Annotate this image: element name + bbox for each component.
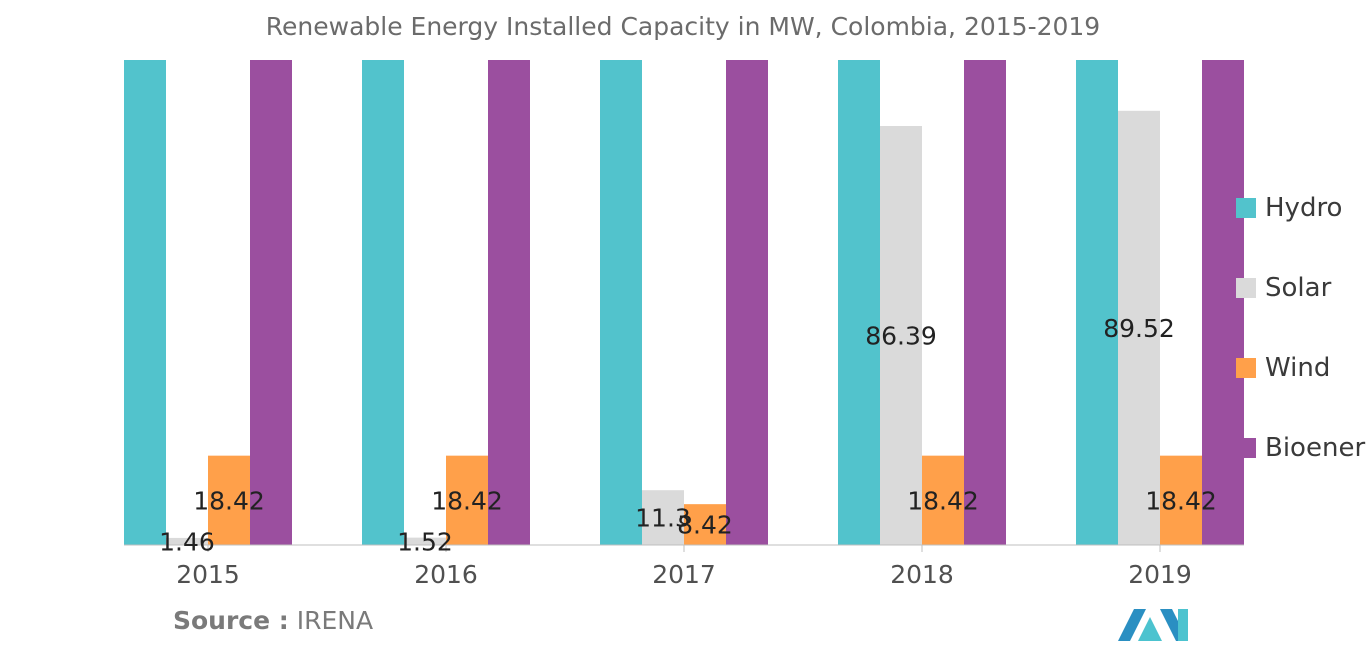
x-tick-label-2015: 2015 — [176, 560, 240, 589]
legend-swatch-wind — [1236, 358, 1256, 378]
bar-solar-2015 — [166, 537, 208, 545]
legend-item-solar: Solar — [1236, 273, 1331, 303]
bar-bioenergy-2017 — [726, 60, 768, 545]
bar-hydro-2015 — [124, 60, 166, 545]
bar-solar-2016 — [404, 537, 446, 545]
legend-item-wind: Wind — [1236, 353, 1330, 383]
bar-wind-2016 — [446, 455, 488, 545]
chart-title: Renewable Energy Installed Capacity in M… — [265, 12, 1101, 41]
bar-bioenergy-2016 — [488, 60, 530, 545]
data-label-wind-2015: 18.42 — [193, 486, 265, 515]
legend-item-hydro: Hydro — [1236, 193, 1342, 223]
data-label-solar-2015: 1.46 — [159, 527, 215, 556]
legend-label-hydro: Hydro — [1265, 193, 1343, 223]
x-tick-label-2019: 2019 — [1128, 560, 1192, 589]
data-label-solar-2016: 1.52 — [397, 527, 453, 556]
x-tick-label-2017: 2017 — [652, 560, 716, 589]
bar-solar-2017 — [642, 490, 684, 545]
bar-hydro-2017 — [600, 60, 642, 545]
data-label-wind-2017: 8.42 — [677, 511, 733, 540]
x-tick-label-2016: 2016 — [414, 560, 478, 589]
logo-shape-bar — [1178, 609, 1188, 641]
bar-solar-2018 — [880, 126, 922, 546]
data-label-solar-2019: 89.52 — [1103, 314, 1175, 343]
x-tick-label-2018: 2018 — [890, 560, 954, 589]
legend-swatch-solar — [1236, 278, 1256, 298]
data-label-solar-2018: 86.39 — [865, 322, 937, 351]
bar-hydro-2016 — [362, 60, 404, 545]
legend-item-bioenergy: Bioenergy — [1236, 433, 1366, 463]
data-label-solar-2017: 11.3 — [635, 504, 691, 533]
logo-shape-left — [1118, 609, 1146, 641]
legend-swatch-hydro — [1236, 198, 1256, 218]
bar-wind-2015 — [208, 455, 250, 545]
data-label-wind-2016: 18.42 — [431, 486, 503, 515]
logo-shape-mid — [1138, 617, 1162, 641]
bar-hydro-2018 — [838, 60, 880, 545]
source-label: Source : — [173, 606, 289, 635]
data-label-wind-2019: 18.42 — [1145, 486, 1217, 515]
legend-swatch-bioenergy — [1236, 438, 1256, 458]
source-value: IRENA — [296, 606, 374, 635]
mordor-intelligence-logo — [1118, 609, 1188, 641]
legend-label-solar: Solar — [1265, 273, 1332, 303]
bar-bioenergy-2015 — [250, 60, 292, 545]
source-note: Source : IRENA — [173, 606, 373, 635]
legend-label-bioenergy: Bioenergy — [1265, 433, 1366, 463]
bar-chart: 2015 2016 2017 2018 2019 1.46 18.42 1.52 18.42 1… — [124, 60, 1244, 589]
bar-bioenergy-2018 — [964, 60, 1006, 545]
legend-label-wind: Wind — [1265, 353, 1331, 383]
data-label-wind-2018: 18.42 — [907, 486, 979, 515]
bar-solar-2019 — [1118, 110, 1160, 545]
bar-wind-2019 — [1160, 455, 1202, 545]
bar-bioenergy-2019 — [1202, 60, 1244, 545]
bar-wind-2017 — [684, 504, 726, 545]
bar-wind-2018 — [922, 455, 964, 545]
bar-hydro-2019 — [1076, 60, 1118, 545]
